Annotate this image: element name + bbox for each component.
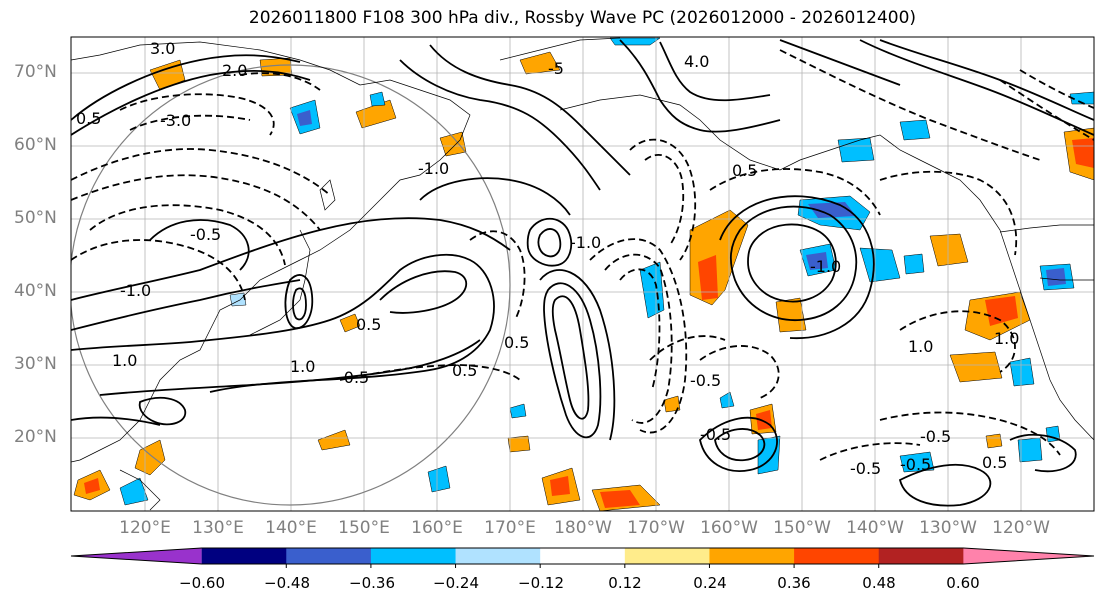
lat-label: 30°N xyxy=(14,354,57,374)
colorbar xyxy=(70,547,1095,568)
contour-label: -1.0 xyxy=(120,281,151,300)
lat-label: 20°N xyxy=(14,427,57,447)
contour-label: -0.5 xyxy=(690,371,721,390)
colorbar-tick-label: 0.12 xyxy=(608,574,642,592)
colorbar-tick-label: −0.24 xyxy=(433,574,479,592)
colorbar-extend-low xyxy=(71,548,202,564)
lon-label: 180°W xyxy=(554,518,612,538)
contour-label: -0.5 xyxy=(920,427,951,446)
colorbar-tick-label: −0.48 xyxy=(264,574,310,592)
lon-label: 160°W xyxy=(700,518,758,538)
lat-label: 60°N xyxy=(14,135,57,155)
lat-label: 50°N xyxy=(14,208,57,228)
map-frame-bg xyxy=(71,37,1094,511)
colorbar-swatch xyxy=(794,548,880,564)
contour-label: 0.5 xyxy=(356,315,381,334)
contour-label: 4.0 xyxy=(684,52,709,71)
lon-label: 150°W xyxy=(773,518,831,538)
lon-label: 160°E xyxy=(411,518,463,538)
lat-label: 70°N xyxy=(14,62,57,82)
graticule xyxy=(71,37,1094,511)
lon-label: 170°W xyxy=(627,518,685,538)
lon-label: 130°E xyxy=(192,518,244,538)
solid-contours xyxy=(71,39,1094,507)
dashed-contours xyxy=(71,49,1094,461)
colorbar-outline xyxy=(70,547,1095,565)
contour-label: -1.0 xyxy=(570,233,601,252)
colorbar-swatch xyxy=(540,548,626,564)
colorbar-tick-label: −0.60 xyxy=(179,574,225,592)
colorbar-swatch xyxy=(709,548,795,564)
colorbar-swatch xyxy=(455,548,541,564)
lon-label: 130°W xyxy=(919,518,977,538)
contour-label: 1.0 xyxy=(290,357,315,376)
contour-label: 0.5 xyxy=(452,361,477,380)
lon-label: 120°W xyxy=(992,518,1050,538)
contour-label: -1.0 xyxy=(418,159,449,178)
colorbar-swatch xyxy=(878,548,964,564)
colorbar-extend-high xyxy=(963,548,1094,564)
lon-label: 120°E xyxy=(119,518,171,538)
lon-label: 170°E xyxy=(484,518,536,538)
contour-label: -0.5 xyxy=(700,425,731,444)
map-frame xyxy=(70,36,1095,512)
contour-label: -3.0 xyxy=(160,111,191,130)
contour-label: 0.5 xyxy=(76,109,101,128)
lat-label: 40°N xyxy=(14,281,57,301)
colorbar-tick-label: −0.12 xyxy=(518,574,564,592)
contour-label: 2.0 xyxy=(222,61,247,80)
lon-label: 140°E xyxy=(265,518,317,538)
colorbar-swatch xyxy=(201,548,287,564)
contour-label: 1.0 xyxy=(908,337,933,356)
colorbar-swatch xyxy=(624,548,710,564)
contour-label: -0.5 xyxy=(850,459,881,478)
contour-label: 0.5 xyxy=(732,161,757,180)
contour-label: -0.5 xyxy=(190,225,221,244)
lon-label: 150°E xyxy=(338,518,390,538)
colorbar-swatch xyxy=(370,548,457,564)
reference-circle xyxy=(71,64,511,506)
contour-label: -5 xyxy=(548,59,564,78)
colorbar-tick-label: 0.60 xyxy=(946,574,980,592)
lon-label: 140°W xyxy=(846,518,904,538)
colorbar-tick-label: 0.36 xyxy=(777,574,811,592)
contour-labels: 3.0 2.0 -3.0 0.5 -0.5 -1.0 1.0 -0.5 0.5 … xyxy=(76,39,1019,478)
contour-label: 1.0 xyxy=(994,329,1019,348)
colorbar-tick-label: 0.24 xyxy=(693,574,727,592)
colorbar-tick-label: −0.36 xyxy=(349,574,395,592)
colorbar-swatch xyxy=(286,548,372,564)
contour-label: 3.0 xyxy=(150,39,175,58)
contour-label: -0.5 xyxy=(900,455,931,474)
contour-label: 1.0 xyxy=(112,351,137,370)
contour-label: 0.5 xyxy=(982,453,1007,472)
map-title: 2026011800 F108 300 hPa div., Rossby Wav… xyxy=(248,8,917,28)
contour-label: 0.5 xyxy=(504,333,529,352)
contour-label: -0.5 xyxy=(338,368,369,387)
contour-label: -1.0 xyxy=(810,257,841,276)
colorbar-tick-label: 0.48 xyxy=(862,574,896,592)
